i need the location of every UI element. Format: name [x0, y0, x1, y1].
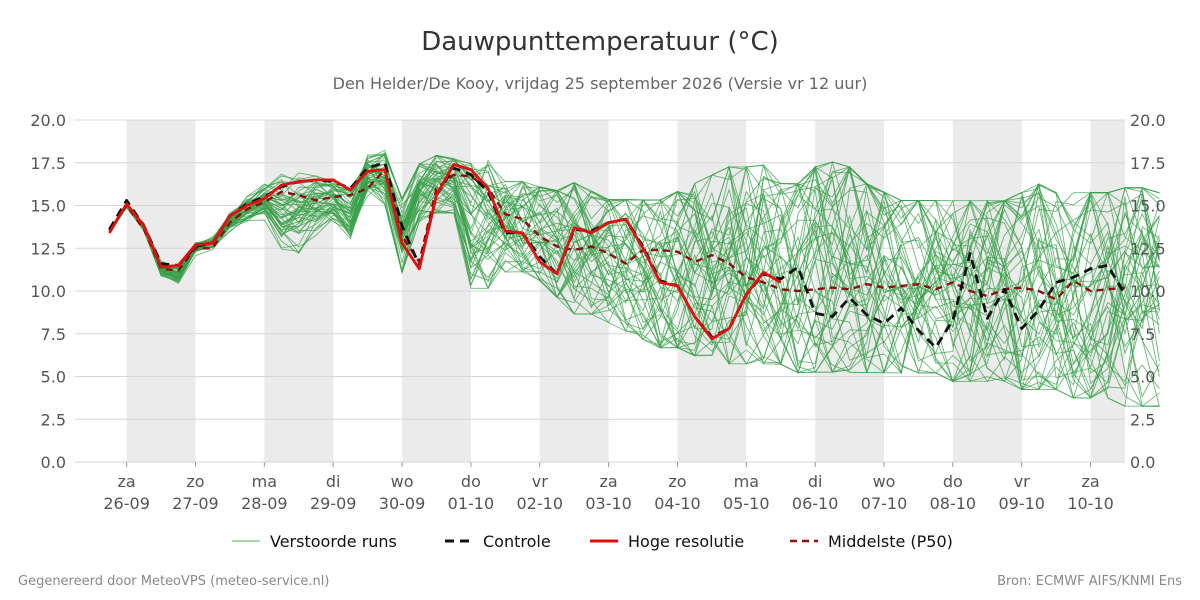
x-tick-date: 26-09	[103, 494, 150, 513]
y-tick-label-right: 7.5	[1130, 325, 1155, 344]
footer-generated: Gegenereerd door MeteoVPS (meteo-service…	[18, 574, 329, 589]
y-tick-label: 5.0	[41, 368, 66, 387]
x-tick-day: ma	[734, 472, 759, 491]
y-tick-label: 12.5	[30, 239, 66, 258]
x-tick-date: 04-10	[654, 494, 701, 513]
legend-label: Controle	[483, 532, 551, 551]
x-tick-day: di	[808, 472, 823, 491]
x-tick-day: vr	[532, 472, 548, 491]
y-tick-label-right: 17.5	[1130, 154, 1166, 173]
y-tick-label-right: 5.0	[1130, 368, 1155, 387]
y-tick-label-right: 0.0	[1130, 453, 1155, 472]
ensemble-member-line	[109, 164, 1160, 386]
footer-source: Bron: ECMWF AIFS/KNMI Ens	[997, 574, 1182, 589]
x-tick-day: zo	[668, 472, 686, 491]
ensemble-members	[109, 149, 1160, 407]
x-tick-day: wo	[391, 472, 414, 491]
x-tick-date: 28-09	[241, 494, 288, 513]
y-tick-label: 7.5	[41, 325, 66, 344]
y-tick-label-right: 2.5	[1130, 410, 1155, 429]
ensemble-member-line	[109, 178, 1160, 399]
series-lines	[108, 161, 1127, 349]
y-tick-label: 17.5	[30, 154, 66, 173]
ensemble-member-line	[109, 158, 1160, 340]
x-tick-day: za	[118, 472, 136, 491]
legend: Verstoorde runs Controle Hoge resolutie Mid…	[232, 532, 953, 551]
ensemble-member-line	[109, 164, 1160, 391]
x-tick-date: 09-10	[998, 494, 1045, 513]
y-tick-label-right: 12.5	[1130, 239, 1166, 258]
legend-label: Middelste (P50)	[828, 532, 953, 551]
x-tick-date: 27-09	[172, 494, 219, 513]
x-tick-date: 29-09	[310, 494, 357, 513]
x-tick-day: za	[1081, 472, 1099, 491]
x-tick-day: di	[326, 472, 341, 491]
ensemble-member-line	[109, 166, 1160, 379]
ensemble-member-line	[109, 169, 1160, 407]
ensemble-member-line	[109, 163, 1160, 356]
x-tick-date: 07-10	[861, 494, 908, 513]
x-tick-date: 06-10	[792, 494, 839, 513]
ensemble-member-line	[109, 163, 1160, 321]
x-tick-day: do	[943, 472, 963, 491]
ensemble-member-line	[109, 156, 1160, 383]
x-tick-day: vr	[1014, 472, 1030, 491]
y-tick-label: 2.5	[41, 410, 66, 429]
x-tick-date: 02-10	[517, 494, 564, 513]
y-tick-label: 15.0	[30, 197, 66, 216]
legend-label: Verstoorde runs	[270, 532, 397, 551]
ensemble-member-line	[109, 176, 1160, 359]
chart-title: Dauwpunttemperatuur (°C)	[421, 27, 779, 57]
ensemble-member-line	[109, 175, 1160, 407]
ensemble-member-line	[109, 163, 1160, 407]
ensemble-member-line	[109, 156, 1160, 318]
y-tick-label-right: 15.0	[1130, 197, 1166, 216]
y-tick-label-right: 20.0	[1130, 111, 1166, 130]
ensemble-member-line	[109, 154, 1160, 329]
series-line-middelste-p50	[108, 168, 1126, 301]
x-tick-day: do	[461, 472, 481, 491]
x-tick-day: za	[600, 472, 618, 491]
series-line-hoge-resolutie	[108, 163, 782, 341]
y-tick-label-right: 10.0	[1130, 282, 1166, 301]
y-axis-ticks: 0.0 0.0 2.5 2.5 5.0 5.0 7.5 7.5 10.0 10.0 12.5 12.5…	[30, 111, 1165, 472]
x-tick-date: 30-09	[379, 494, 426, 513]
x-tick-date: 05-10	[723, 494, 770, 513]
x-tick-day: wo	[873, 472, 896, 491]
x-tick-date: 10-10	[1067, 494, 1114, 513]
y-tick-label: 10.0	[30, 282, 66, 301]
x-tick-day: zo	[186, 472, 204, 491]
x-tick-date: 03-10	[585, 494, 632, 513]
ensemble-member-line	[109, 179, 1160, 399]
x-tick-date: 08-10	[930, 494, 977, 513]
x-tick-date: 01-10	[448, 494, 495, 513]
x-tick-day: ma	[252, 472, 277, 491]
chart-subtitle: Den Helder/De Kooy, vrijdag 25 september…	[333, 74, 868, 93]
legend-label: Hoge resolutie	[628, 532, 744, 551]
x-axis-ticks: za 26-09 zo 27-09 ma 28-09 di 29-09 wo 30-09 do 01-…	[103, 462, 1114, 513]
ensemble-member-line	[109, 189, 1160, 391]
ensemble-member-line	[109, 177, 1160, 399]
ensemble-member-line	[109, 166, 1160, 399]
y-tick-label: 20.0	[30, 111, 66, 130]
y-tick-label: 0.0	[41, 453, 66, 472]
